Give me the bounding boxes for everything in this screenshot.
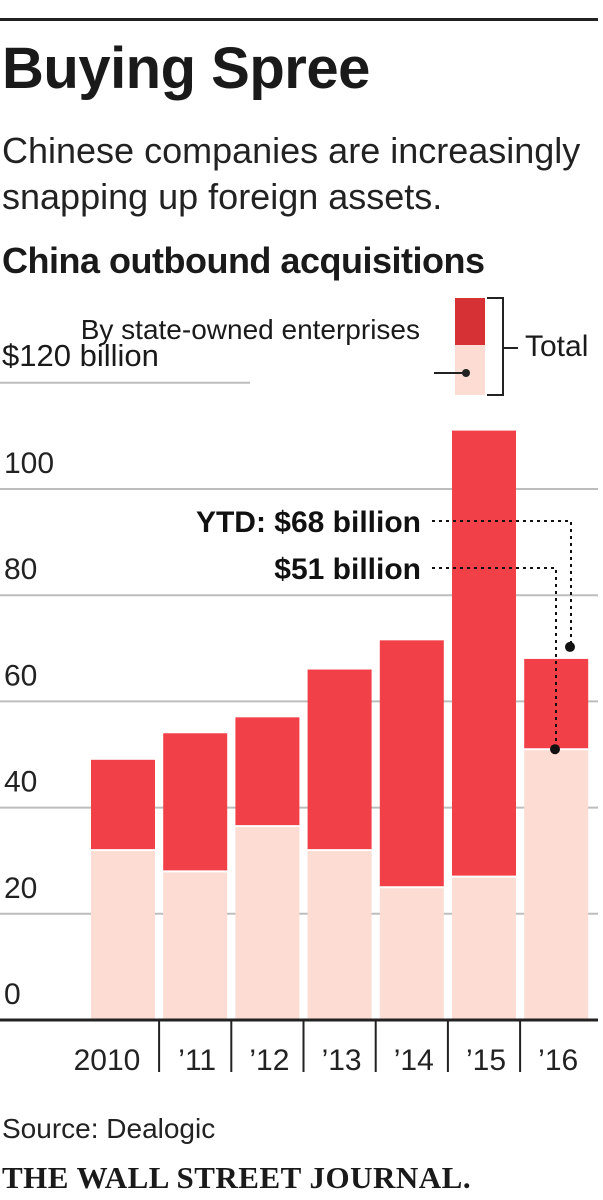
legend-bracket — [487, 297, 504, 396]
y-tick-label: 100 — [4, 447, 54, 480]
legend-total-label: Total — [525, 330, 589, 363]
chart-subtitle: Chinese companies are increasingly snapp… — [2, 130, 581, 217]
legend — [434, 297, 518, 396]
annotation-ytd-total: YTD: $68 billion — [196, 506, 421, 539]
y-tick-label: 40 — [4, 766, 37, 799]
bar-state-owned — [307, 850, 372, 1020]
bar-state-owned — [524, 749, 589, 1020]
annotations: YTD: $68 billion $51 billion — [196, 506, 575, 755]
legend-state-owned-label: By state-owned enterprises — [81, 312, 420, 348]
bar-state-owned — [235, 826, 300, 1020]
annotation-dot — [550, 744, 560, 755]
legend-state-owned-swatch — [455, 345, 485, 395]
y-tick-label: 0 — [4, 978, 21, 1011]
bar-state-owned — [379, 887, 444, 1020]
bar-total-remainder — [163, 733, 228, 872]
y-tick-labels: 0 20 40 60 80 100 — [4, 447, 54, 1011]
bar-state-owned — [163, 871, 228, 1020]
x-tick-label: ’12 — [249, 1044, 289, 1077]
bar-total-remainder — [307, 669, 372, 851]
bar-state-owned — [91, 850, 155, 1020]
y-tick-label: 60 — [4, 659, 37, 692]
bars — [91, 430, 589, 1020]
x-axis: 2010 ’11 ’12 ’13 ’14 ’15 ’16 — [0, 1018, 598, 1077]
bar-total-remainder — [452, 430, 516, 877]
x-tick-label: ’14 — [394, 1044, 434, 1077]
legend-total-swatch — [455, 298, 485, 345]
masthead-logo: THE WALL STREET JOURNAL. — [2, 1160, 472, 1195]
y-tick-label: 80 — [4, 553, 37, 586]
legend-pointer-dot — [462, 369, 470, 377]
bar-total-remainder — [235, 717, 300, 827]
x-tick-label: ’11 — [178, 1044, 216, 1077]
annotation-state-owned: $51 billion — [274, 553, 421, 586]
x-tick-label: ’15 — [466, 1044, 506, 1077]
y-axis-unit-label: $120 billion — [2, 338, 159, 373]
x-tick-label: ’13 — [322, 1044, 362, 1077]
source-note: Source: Dealogic — [2, 1113, 216, 1144]
y-tick-label: 20 — [4, 872, 37, 905]
top-rule — [0, 18, 598, 21]
annotation-dot — [565, 641, 575, 652]
bar-total-remainder — [379, 640, 444, 888]
x-tick-label: 2010 — [74, 1044, 141, 1077]
chart-headline: Buying Spree — [2, 36, 370, 101]
legend-state-owned-text: By state-owned enterprises — [80, 314, 420, 345]
bar-total-remainder — [91, 759, 155, 851]
chart-title: China outbound acquisitions — [2, 240, 485, 281]
x-tick-label: ’16 — [538, 1044, 578, 1077]
bar-state-owned — [452, 876, 516, 1020]
